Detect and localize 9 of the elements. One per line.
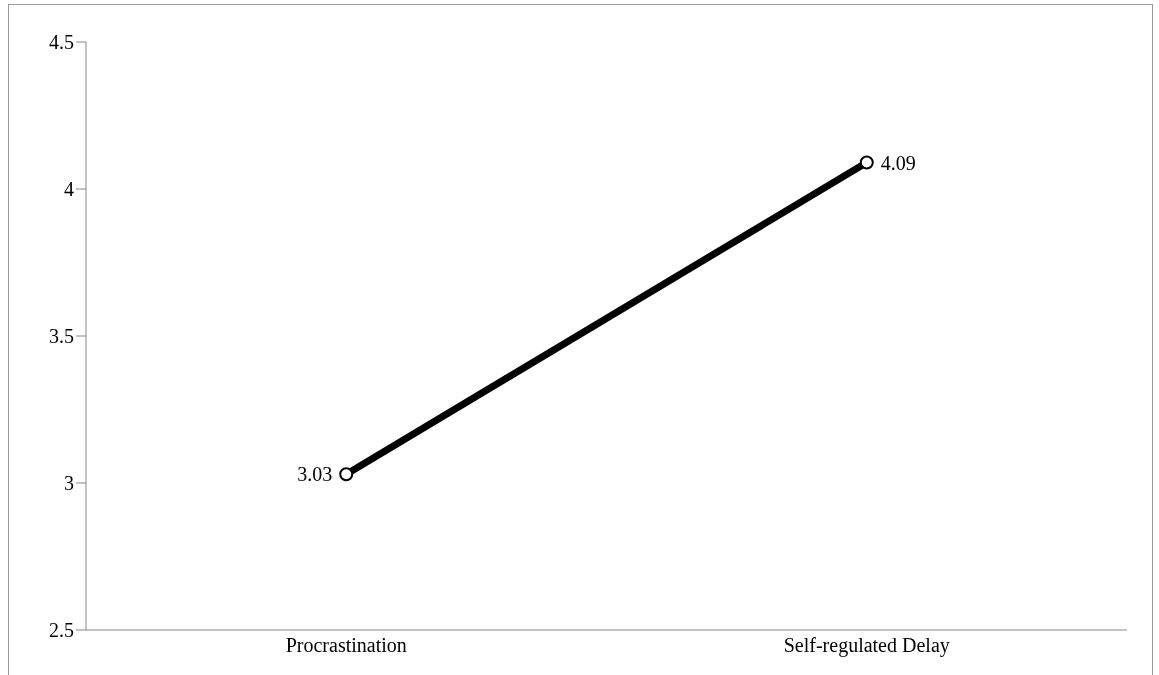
y-tick-label: 4.5 — [49, 31, 74, 54]
x-tick-label: Procrastination — [285, 634, 407, 657]
y-tick-label: 4 — [64, 178, 74, 201]
data-label: 3.03 — [297, 463, 333, 486]
y-tick-label: 3 — [64, 472, 74, 495]
y-tick-label: 2.5 — [49, 619, 74, 642]
y-tick-label: 3.5 — [49, 325, 74, 348]
data-label: 4.09 — [880, 151, 916, 174]
x-tick-label: Self-regulated Delay — [783, 634, 950, 658]
